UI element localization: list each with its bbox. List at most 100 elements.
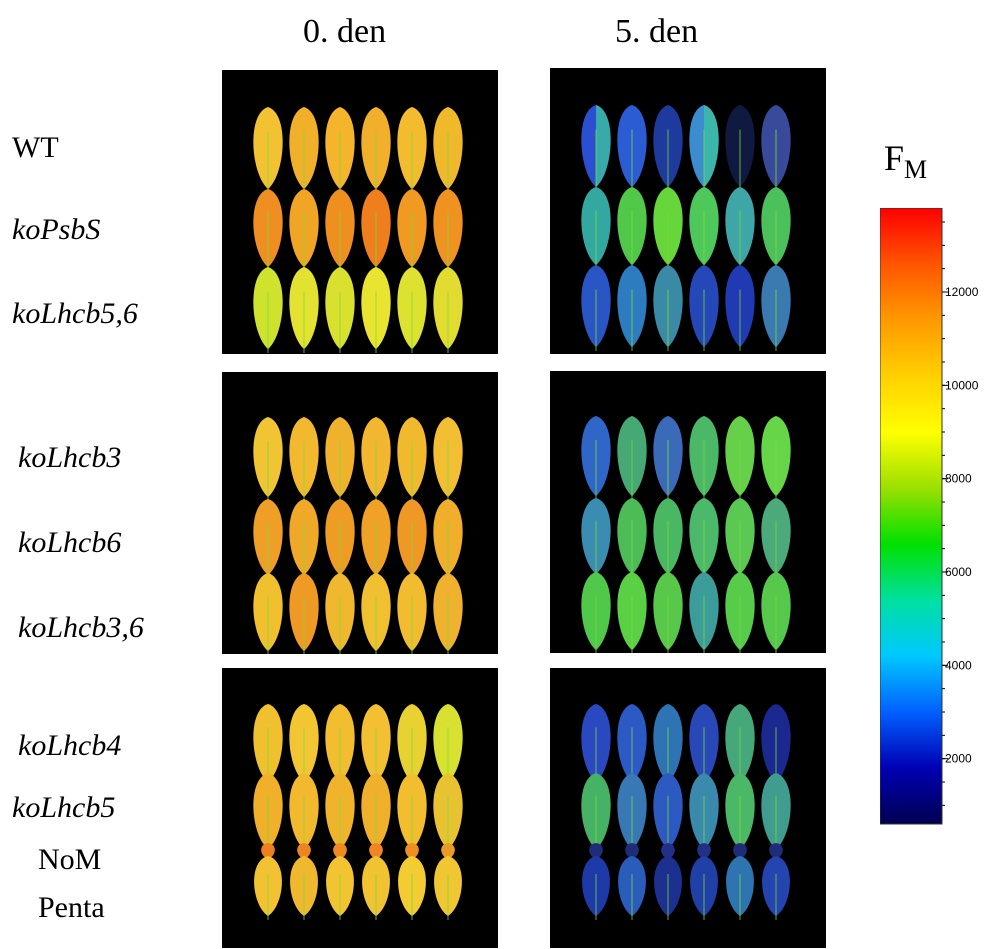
colorbar-tick-label: 12000 (945, 285, 979, 299)
leaf (617, 105, 647, 191)
leaf-blade (333, 843, 347, 859)
leaf-blade (661, 843, 675, 859)
leaf (661, 843, 675, 859)
panel-group2-day5 (550, 371, 826, 653)
leaf (253, 499, 283, 579)
colorbar-tick-label: 10000 (945, 378, 979, 392)
leaf (253, 267, 283, 353)
leaf (726, 856, 754, 920)
leaf (433, 107, 463, 193)
panel-image (581, 416, 791, 653)
leaf (433, 773, 463, 853)
row-label-kopsbs: koPsbS (12, 213, 101, 246)
leaf (589, 843, 603, 859)
leaf (361, 573, 391, 654)
leaf (433, 417, 463, 501)
leaf (581, 265, 611, 351)
row-label-penta: Penta (38, 891, 105, 924)
leaf (290, 856, 318, 920)
leaf (689, 265, 719, 351)
leaf (625, 843, 639, 859)
leaf (361, 189, 391, 271)
leaf (433, 499, 463, 579)
leaf-blade (733, 843, 747, 859)
leaf (733, 843, 747, 859)
leaf (653, 498, 683, 578)
row-label-kolhcb5: koLhcb5 (12, 791, 116, 824)
colorbar: 2000 4000 6000 8000 10000 12000 (880, 208, 979, 825)
leaf (325, 773, 355, 853)
colorbar-tick-label: 6000 (945, 565, 972, 579)
leaf (725, 773, 755, 853)
leaf (397, 267, 427, 353)
leaf (761, 572, 791, 653)
leaf-blade (405, 843, 419, 859)
panel-group1-day0 (222, 70, 498, 354)
leaf (253, 189, 283, 271)
colorbar-title: FM (884, 138, 927, 190)
leaf (617, 187, 647, 269)
leaf (617, 572, 647, 653)
leaf (289, 189, 319, 271)
leaf (581, 105, 611, 191)
leaf (617, 265, 647, 351)
row-label-kolhcb3-6: koLhcb3,6 (18, 611, 144, 644)
leaf (689, 105, 719, 191)
leaf (653, 105, 683, 191)
leaf (725, 498, 755, 578)
leaf (289, 773, 319, 853)
leaf (689, 416, 719, 500)
leaf (325, 189, 355, 271)
leaf (618, 856, 646, 920)
leaf (433, 189, 463, 271)
leaf (653, 187, 683, 269)
leaf (253, 773, 283, 853)
leaf (617, 498, 647, 578)
panel-group1-day5 (550, 68, 826, 354)
leaf (689, 498, 719, 578)
leaf (725, 265, 755, 351)
leaf (289, 499, 319, 579)
colorbar-gradient (880, 208, 943, 825)
leaf (289, 573, 319, 654)
leaf (325, 499, 355, 579)
row-label-kolhcb4: koLhcb4 (18, 729, 122, 762)
leaf (434, 856, 462, 920)
leaf (581, 416, 611, 500)
leaf-blade (261, 843, 275, 859)
row-label-kolhcb6: koLhcb6 (18, 526, 122, 559)
leaf-blade (589, 843, 603, 859)
leaf (397, 773, 427, 853)
leaf (362, 856, 390, 920)
panel-image (253, 417, 463, 654)
leaf (689, 572, 719, 653)
colorbar-title-sub: M (904, 155, 928, 184)
leaf-highlight (596, 105, 611, 187)
leaf (325, 573, 355, 654)
leaf (697, 843, 711, 859)
leaf (617, 773, 647, 853)
leaf (581, 187, 611, 269)
panel-image (253, 107, 463, 353)
leaf (761, 265, 791, 351)
leaf (333, 843, 347, 859)
leaf (361, 417, 391, 501)
leaf (653, 265, 683, 351)
leaf (725, 187, 755, 269)
leaf-blade (625, 843, 639, 859)
leaf (297, 843, 311, 859)
leaf (581, 498, 611, 578)
leaf (441, 843, 455, 859)
leaf (397, 573, 427, 654)
leaf (762, 856, 790, 920)
leaf (725, 416, 755, 500)
leaf (433, 573, 463, 654)
leaf (397, 499, 427, 579)
panel-image (581, 105, 791, 351)
panel-group3-day5 (550, 668, 826, 948)
leaf (653, 416, 683, 500)
leaf (326, 856, 354, 920)
leaf (289, 107, 319, 193)
colorbar-tick-label: 8000 (945, 472, 972, 486)
panel-image (581, 704, 791, 920)
